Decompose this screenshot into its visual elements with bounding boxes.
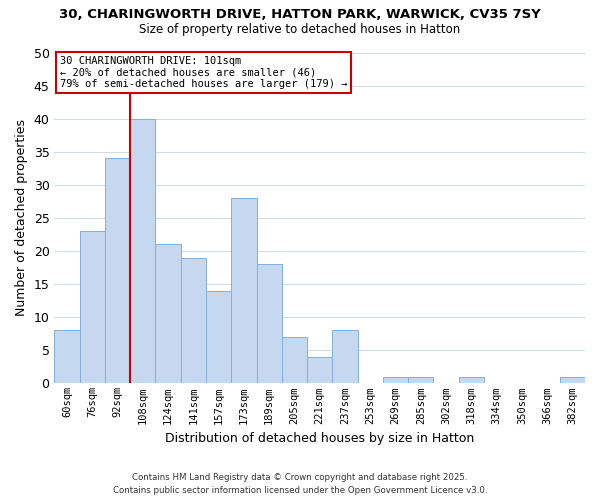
Bar <box>130 118 155 384</box>
Text: 30 CHARINGWORTH DRIVE: 101sqm
← 20% of detached houses are smaller (46)
79% of s: 30 CHARINGWORTH DRIVE: 101sqm ← 20% of d… <box>60 56 347 89</box>
X-axis label: Distribution of detached houses by size in Hatton: Distribution of detached houses by size … <box>165 432 475 445</box>
Text: 30, CHARINGWORTH DRIVE, HATTON PARK, WARWICK, CV35 7SY: 30, CHARINGWORTH DRIVE, HATTON PARK, WAR… <box>59 8 541 20</box>
Text: Size of property relative to detached houses in Hatton: Size of property relative to detached ho… <box>139 22 461 36</box>
Bar <box>257 264 282 384</box>
Bar <box>55 330 80 384</box>
Bar <box>560 377 585 384</box>
Bar <box>231 198 257 384</box>
Bar <box>458 377 484 384</box>
Bar <box>332 330 358 384</box>
Bar <box>206 290 231 384</box>
Bar <box>408 377 433 384</box>
Text: Contains HM Land Registry data © Crown copyright and database right 2025.
Contai: Contains HM Land Registry data © Crown c… <box>113 473 487 495</box>
Bar <box>307 357 332 384</box>
Y-axis label: Number of detached properties: Number of detached properties <box>15 120 28 316</box>
Bar <box>282 337 307 384</box>
Bar <box>383 377 408 384</box>
Bar <box>181 258 206 384</box>
Bar <box>105 158 130 384</box>
Bar <box>80 231 105 384</box>
Bar <box>155 244 181 384</box>
